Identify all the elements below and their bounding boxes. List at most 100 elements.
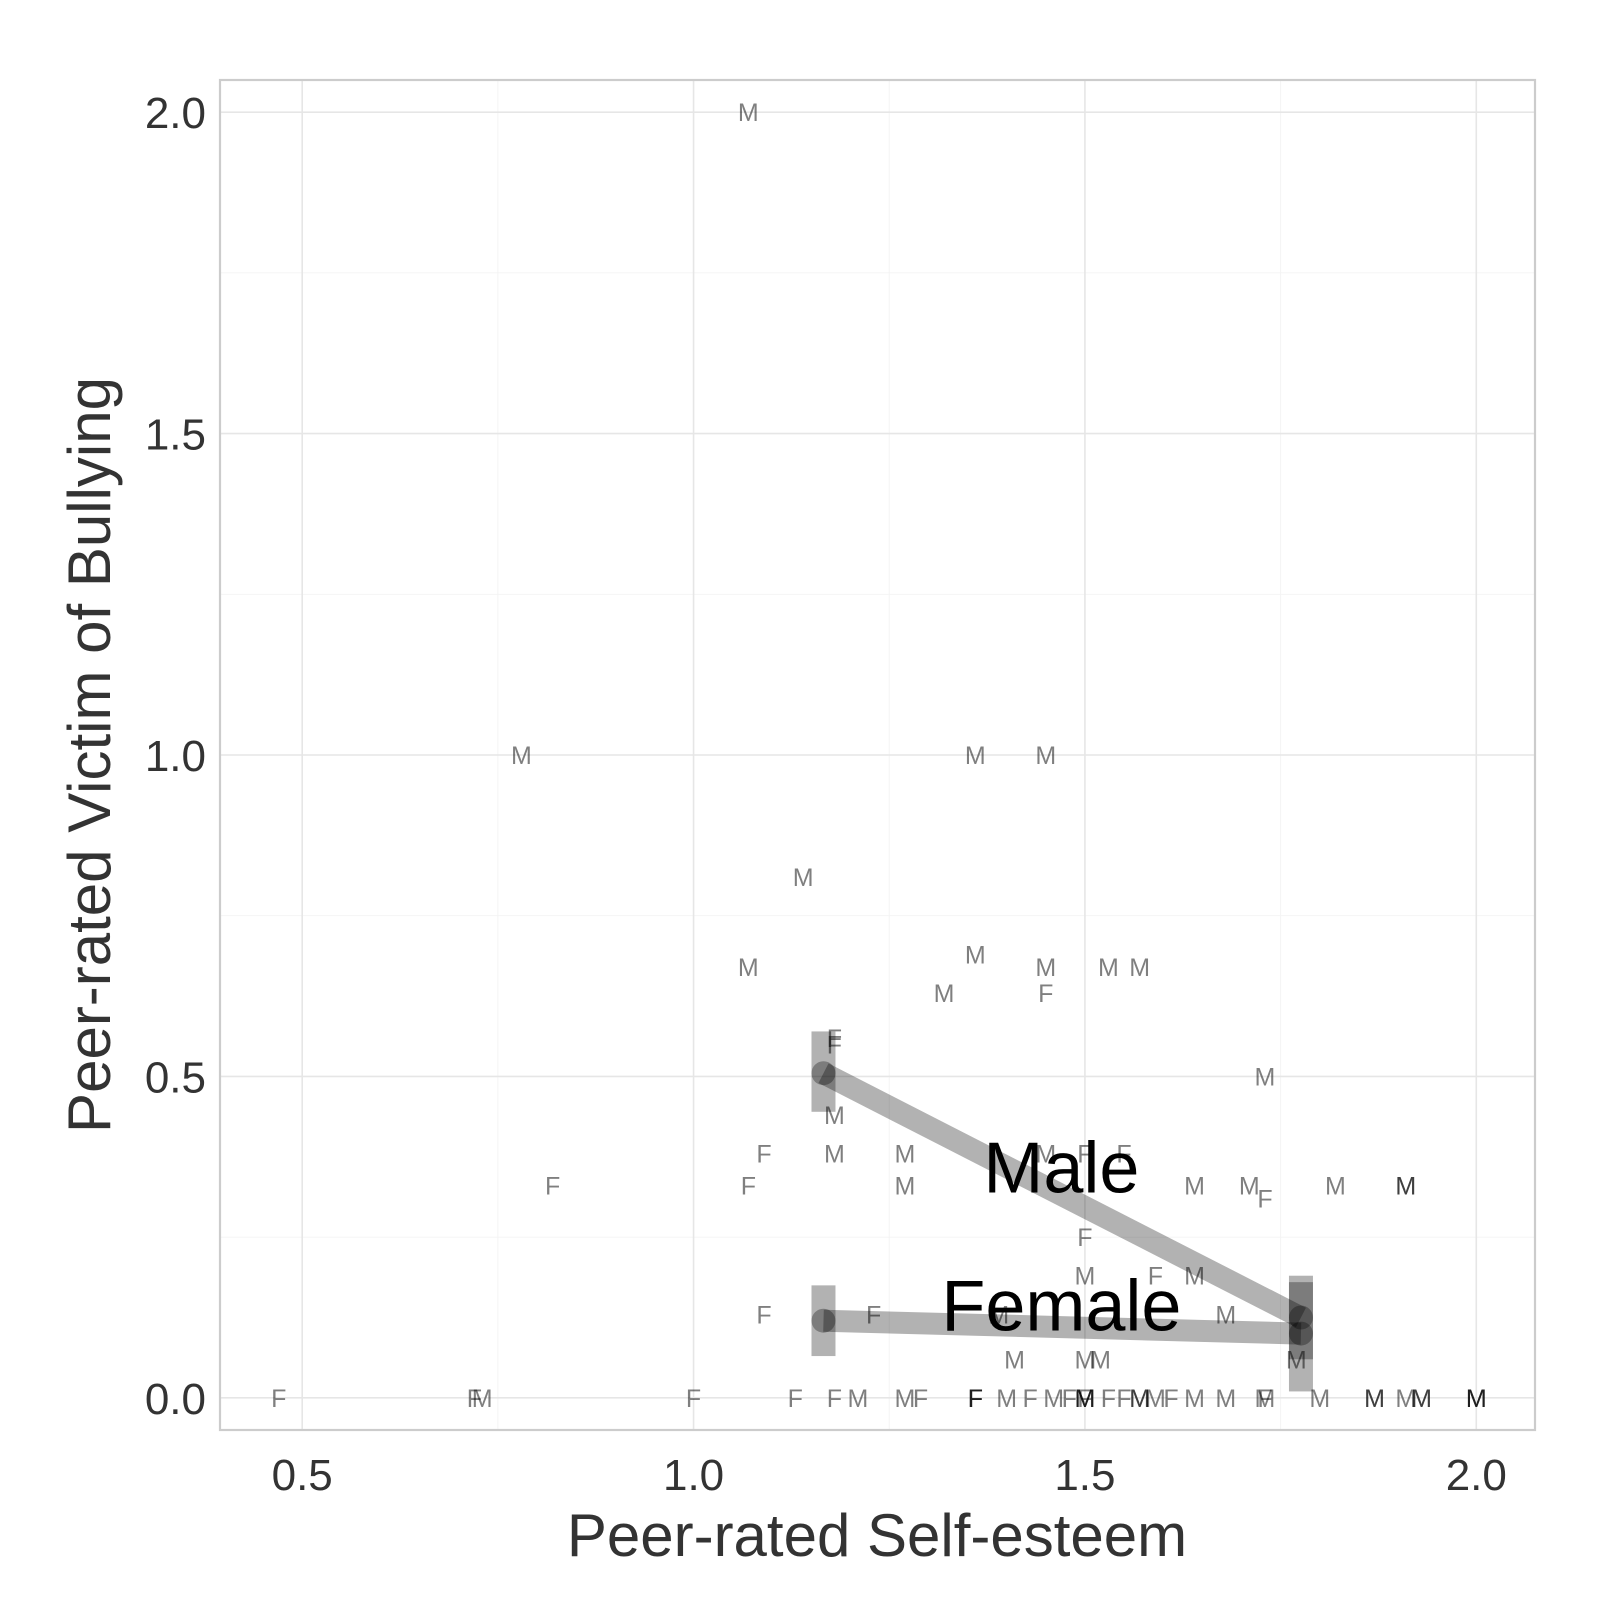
y-axis-title: Peer-rated Victim of Bullying <box>56 377 123 1133</box>
y-tick-label: 0.5 <box>145 1053 206 1102</box>
point-label: F <box>756 1141 771 1169</box>
point-label: F <box>1116 1385 1131 1413</box>
point-label: M <box>1075 1263 1096 1291</box>
point-label: M <box>511 742 532 770</box>
x-tick-label: 1.5 <box>1054 1451 1115 1500</box>
point-label: M <box>1466 1385 1487 1413</box>
female-fit-line <box>823 1309 1302 1345</box>
point-label: M <box>1215 1385 1236 1413</box>
major-gridlines <box>220 80 1535 1430</box>
point-label: F <box>1038 980 1053 1008</box>
point-label: M <box>1035 954 1056 982</box>
point-label: M <box>1129 954 1150 982</box>
point-label: M <box>1075 1385 1096 1413</box>
point-label: F <box>467 1385 482 1413</box>
point-label: F <box>968 1385 983 1413</box>
point-label: M <box>1129 1385 1150 1413</box>
point-label: M <box>934 980 955 1008</box>
male-fit-point <box>1288 1305 1313 1330</box>
point-label: M <box>1145 1385 1166 1413</box>
point-label: M <box>996 1385 1017 1413</box>
point-label: F <box>827 1031 842 1059</box>
y-tick-label: 2.0 <box>145 89 206 138</box>
point-label: M <box>1184 1263 1205 1291</box>
point-label: M <box>1286 1346 1307 1374</box>
point-label: M <box>1395 1173 1416 1201</box>
male-error-bar <box>1288 1275 1313 1360</box>
point-label: F <box>1077 1141 1092 1169</box>
point-label: M <box>1215 1301 1236 1329</box>
point-label: F <box>1257 1385 1272 1413</box>
point-label: F <box>1077 1385 1092 1413</box>
point-label: M <box>1075 1346 1096 1374</box>
point-label: F <box>1077 1224 1092 1252</box>
male-fit-line <box>818 1063 1306 1328</box>
panel-border <box>218 78 1537 1432</box>
point-label: M <box>1075 1385 1096 1413</box>
point-label: M <box>1090 1346 1111 1374</box>
x-tick-label: 1.0 <box>663 1451 724 1500</box>
point-label: M <box>1364 1385 1385 1413</box>
group-fit-lines <box>811 1031 1313 1392</box>
female-error-bar <box>1288 1282 1313 1392</box>
point-label: F <box>1257 1186 1272 1214</box>
point-label: M <box>793 864 814 892</box>
point-label: M <box>1098 954 1119 982</box>
group-labels: Male Female <box>941 1128 1181 1346</box>
point-label: M <box>1364 1385 1385 1413</box>
y-tick-label: 1.5 <box>145 411 206 460</box>
point-label: M <box>1035 1141 1056 1169</box>
point-label: F <box>1116 1141 1131 1169</box>
point-label: F <box>968 1385 983 1413</box>
female-error-bar <box>811 1285 836 1357</box>
point-label: F <box>1163 1385 1178 1413</box>
y-tick-labels: 0.0 0.5 1.0 1.5 2.0 <box>145 89 206 1424</box>
point-label: F <box>968 1385 983 1413</box>
point-label: F <box>827 1025 842 1053</box>
point-label: M <box>1184 1173 1205 1201</box>
point-label: M <box>1466 1385 1487 1413</box>
point-label: M <box>1395 1173 1416 1201</box>
point-label: F <box>686 1385 701 1413</box>
female-fit-point <box>1288 1321 1313 1346</box>
point-label: M <box>1239 1173 1260 1201</box>
point-label: F <box>1101 1385 1116 1413</box>
point-label: M <box>738 954 759 982</box>
point-label: M <box>1035 742 1056 770</box>
point-label: F <box>545 1173 560 1201</box>
point-label: M <box>1075 1385 1096 1413</box>
female-group-label: Female <box>941 1267 1181 1347</box>
point-label: M <box>988 1301 1009 1329</box>
point-label: M <box>824 1102 845 1130</box>
point-label: M <box>472 1385 493 1413</box>
point-label: M <box>1255 1063 1276 1091</box>
male-fit-point <box>811 1061 836 1086</box>
x-tick-labels: 0.5 1.0 1.5 2.0 <box>272 1451 1507 1500</box>
point-label: M <box>1466 1385 1487 1413</box>
point-label: F <box>1148 1263 1163 1291</box>
point-label: F <box>741 1173 756 1201</box>
point-label: F <box>866 1301 881 1329</box>
point-label: F <box>1062 1385 1077 1413</box>
point-label: M <box>1411 1385 1432 1413</box>
point-label: M <box>1129 1385 1150 1413</box>
point-label: M <box>894 1173 915 1201</box>
point-label: M <box>1411 1385 1432 1413</box>
point-label: M <box>824 1141 845 1169</box>
point-label: M <box>1043 1385 1064 1413</box>
female-fit-point <box>811 1308 836 1333</box>
point-label: F <box>788 1385 803 1413</box>
point-label: F <box>756 1301 771 1329</box>
point-label: M <box>1184 1385 1205 1413</box>
x-tick-label: 2.0 <box>1446 1451 1507 1500</box>
x-tick-label: 0.5 <box>272 1451 333 1500</box>
point-label: M <box>1395 1385 1416 1413</box>
x-axis-title: Peer-rated Self-esteem <box>567 1502 1187 1569</box>
y-tick-label: 0.0 <box>145 1375 206 1424</box>
point-label: M <box>1325 1173 1346 1201</box>
point-label: M <box>1255 1385 1276 1413</box>
male-error-bar <box>811 1031 836 1112</box>
point-label: M <box>738 99 759 127</box>
